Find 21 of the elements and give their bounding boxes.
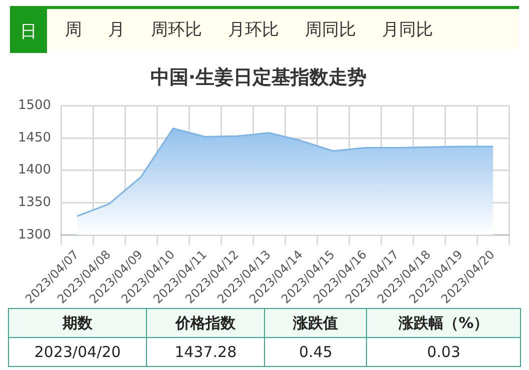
text: 0.45 (264, 338, 367, 366)
text: 周 (64, 18, 83, 42)
y-tick-label: 1450 (18, 130, 52, 146)
text: 期数 (8, 308, 147, 338)
y-tick-label: 1400 (18, 162, 52, 178)
text: 月同比 (381, 18, 434, 42)
chart-title: 中国·生姜日定基指数走势 (150, 66, 367, 88)
text: 月环比 (227, 18, 280, 42)
text: 价格指数 (146, 308, 264, 338)
y-tick-label: 1300 (18, 227, 52, 242)
text: 周同比 (304, 18, 357, 42)
text: 日 (10, 9, 47, 53)
text: 2023/04/20 (8, 338, 147, 366)
y-tick-label: 1350 (18, 195, 52, 210)
text: 涨跌幅（%） (366, 308, 520, 338)
text: 月 (107, 18, 126, 42)
y-tick-label: 1500 (18, 98, 52, 114)
text: 1437.28 (146, 338, 264, 366)
text: 涨跌值 (264, 308, 367, 338)
text: 0.03 (366, 338, 520, 366)
text: 周环比 (150, 18, 203, 42)
